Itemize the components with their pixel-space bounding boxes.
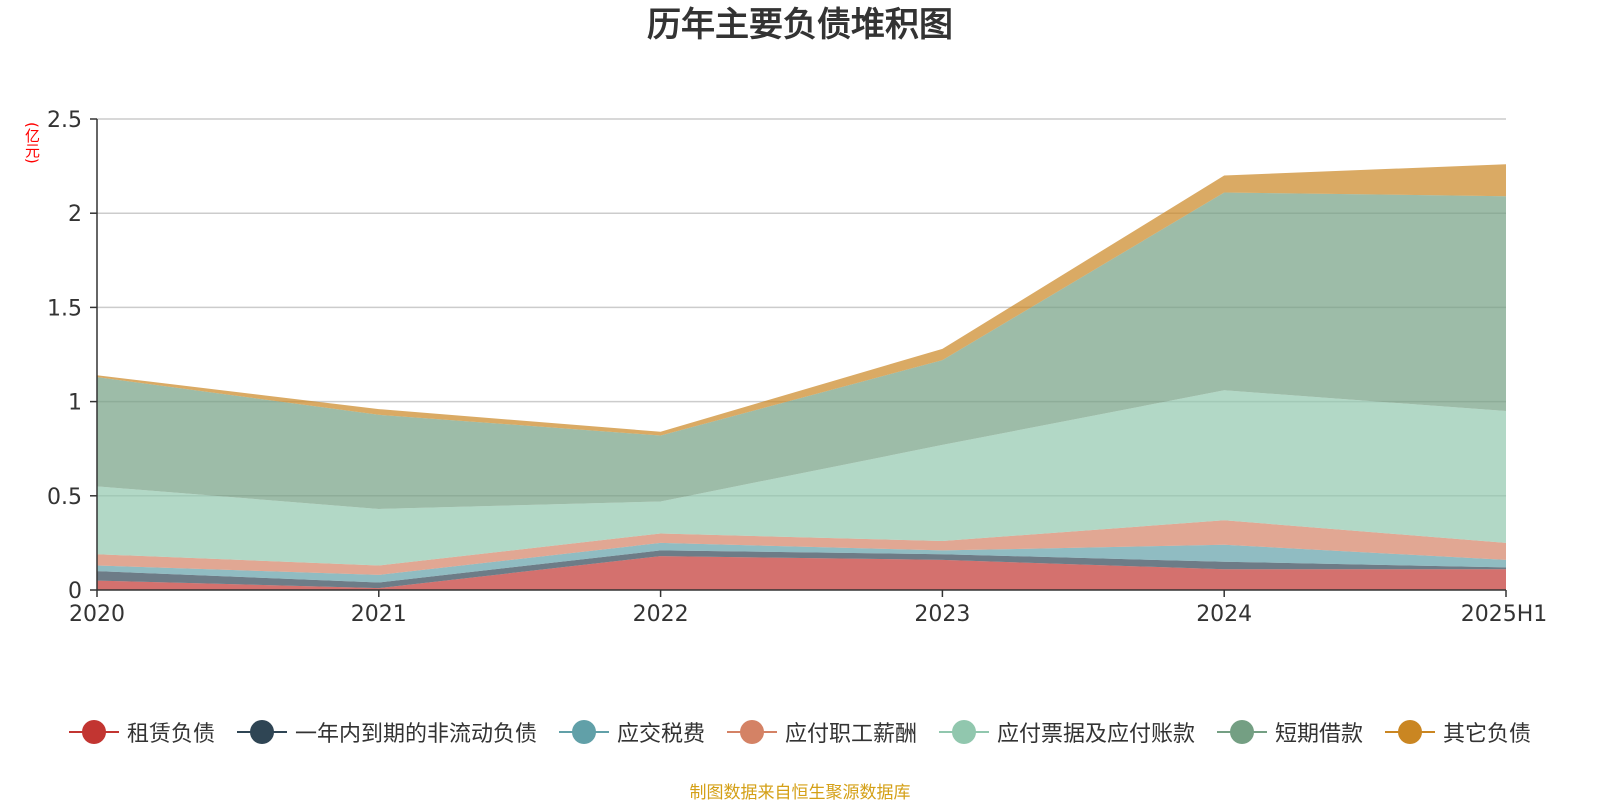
legend-label: 短期借款	[1275, 722, 1364, 747]
legend-item[interactable]: 应付职工薪酬	[726, 716, 917, 748]
axes	[90, 118, 1507, 597]
legend-marker-icon	[558, 720, 609, 744]
legend-item[interactable]: 短期借款	[1217, 716, 1363, 748]
legend-marker-dot	[952, 720, 976, 744]
legend-label: 一年内到期的非流动负债	[294, 722, 537, 747]
legend: 租赁负债 一年内到期的非流动负债 应交税费 应付职工薪酬 应付票据及应付账款 短期借款 其它…	[0, 716, 1600, 748]
y-tick-label: 0	[68, 579, 82, 604]
legend-label: 租赁负债	[126, 722, 215, 747]
area-series-6	[97, 164, 1506, 436]
y-tick-label: 2	[68, 202, 82, 227]
y-axis-unit-label: (亿元)	[23, 122, 41, 164]
legend-marker-icon	[1217, 720, 1268, 744]
legend-marker-icon	[1385, 720, 1436, 744]
x-tick-label: 2020	[69, 602, 125, 627]
x-tick-label: 2023	[914, 602, 970, 627]
x-tick-label: 2024	[1196, 602, 1252, 627]
x-tick-label: 2022	[633, 602, 689, 627]
x-tick-label: 2025H1	[1461, 602, 1548, 627]
legend-marker-icon	[939, 720, 989, 744]
area-series-1	[97, 550, 1506, 589]
legend-item[interactable]: 其它负债	[1385, 716, 1531, 748]
area-series-0	[97, 556, 1506, 590]
legend-item[interactable]: 应交税费	[558, 716, 705, 748]
legend-item[interactable]: 租赁负债	[68, 716, 215, 748]
legend-label: 应付票据及应付账款	[997, 722, 1196, 747]
y-tick-label: 2.5	[47, 108, 82, 133]
legend-label: 应付职工薪酬	[784, 722, 917, 747]
legend-marker-dot	[1398, 720, 1423, 744]
source-note: 制图数据来自恒生聚源数据库	[689, 783, 911, 803]
area-series-4	[97, 390, 1506, 566]
area-series-5	[97, 192, 1506, 509]
y-tick-label: 1.5	[47, 296, 82, 321]
legend-marker-dot	[571, 720, 596, 744]
area-series-2	[97, 542, 1506, 583]
legend-item[interactable]: 一年内到期的非流动负债	[236, 716, 537, 748]
y-tick-label: 1	[68, 391, 82, 416]
area-series-3	[97, 520, 1506, 575]
series-areas	[97, 164, 1506, 590]
legend-item[interactable]: 应付票据及应付账款	[939, 716, 1195, 748]
legend-marker-dot	[81, 720, 106, 744]
legend-marker-icon	[726, 720, 777, 744]
chart-title: 历年主要负债堆积图	[647, 5, 953, 45]
legend-marker-dot	[249, 720, 274, 744]
tick-labels: 0 0.5 1 1.5 2 2.5 2020 2021 2022 2023 2024 2025H1	[47, 108, 1547, 627]
legend-marker-icon	[68, 720, 119, 744]
legend-marker-dot	[739, 720, 764, 744]
y-tick-label: 0.5	[47, 485, 82, 510]
legend-marker-icon	[236, 720, 287, 744]
x-tick-label: 2021	[351, 602, 407, 627]
legend-label: 其它负债	[1443, 722, 1532, 747]
legend-label: 应交税费	[616, 722, 705, 747]
legend-marker-dot	[1230, 720, 1255, 744]
